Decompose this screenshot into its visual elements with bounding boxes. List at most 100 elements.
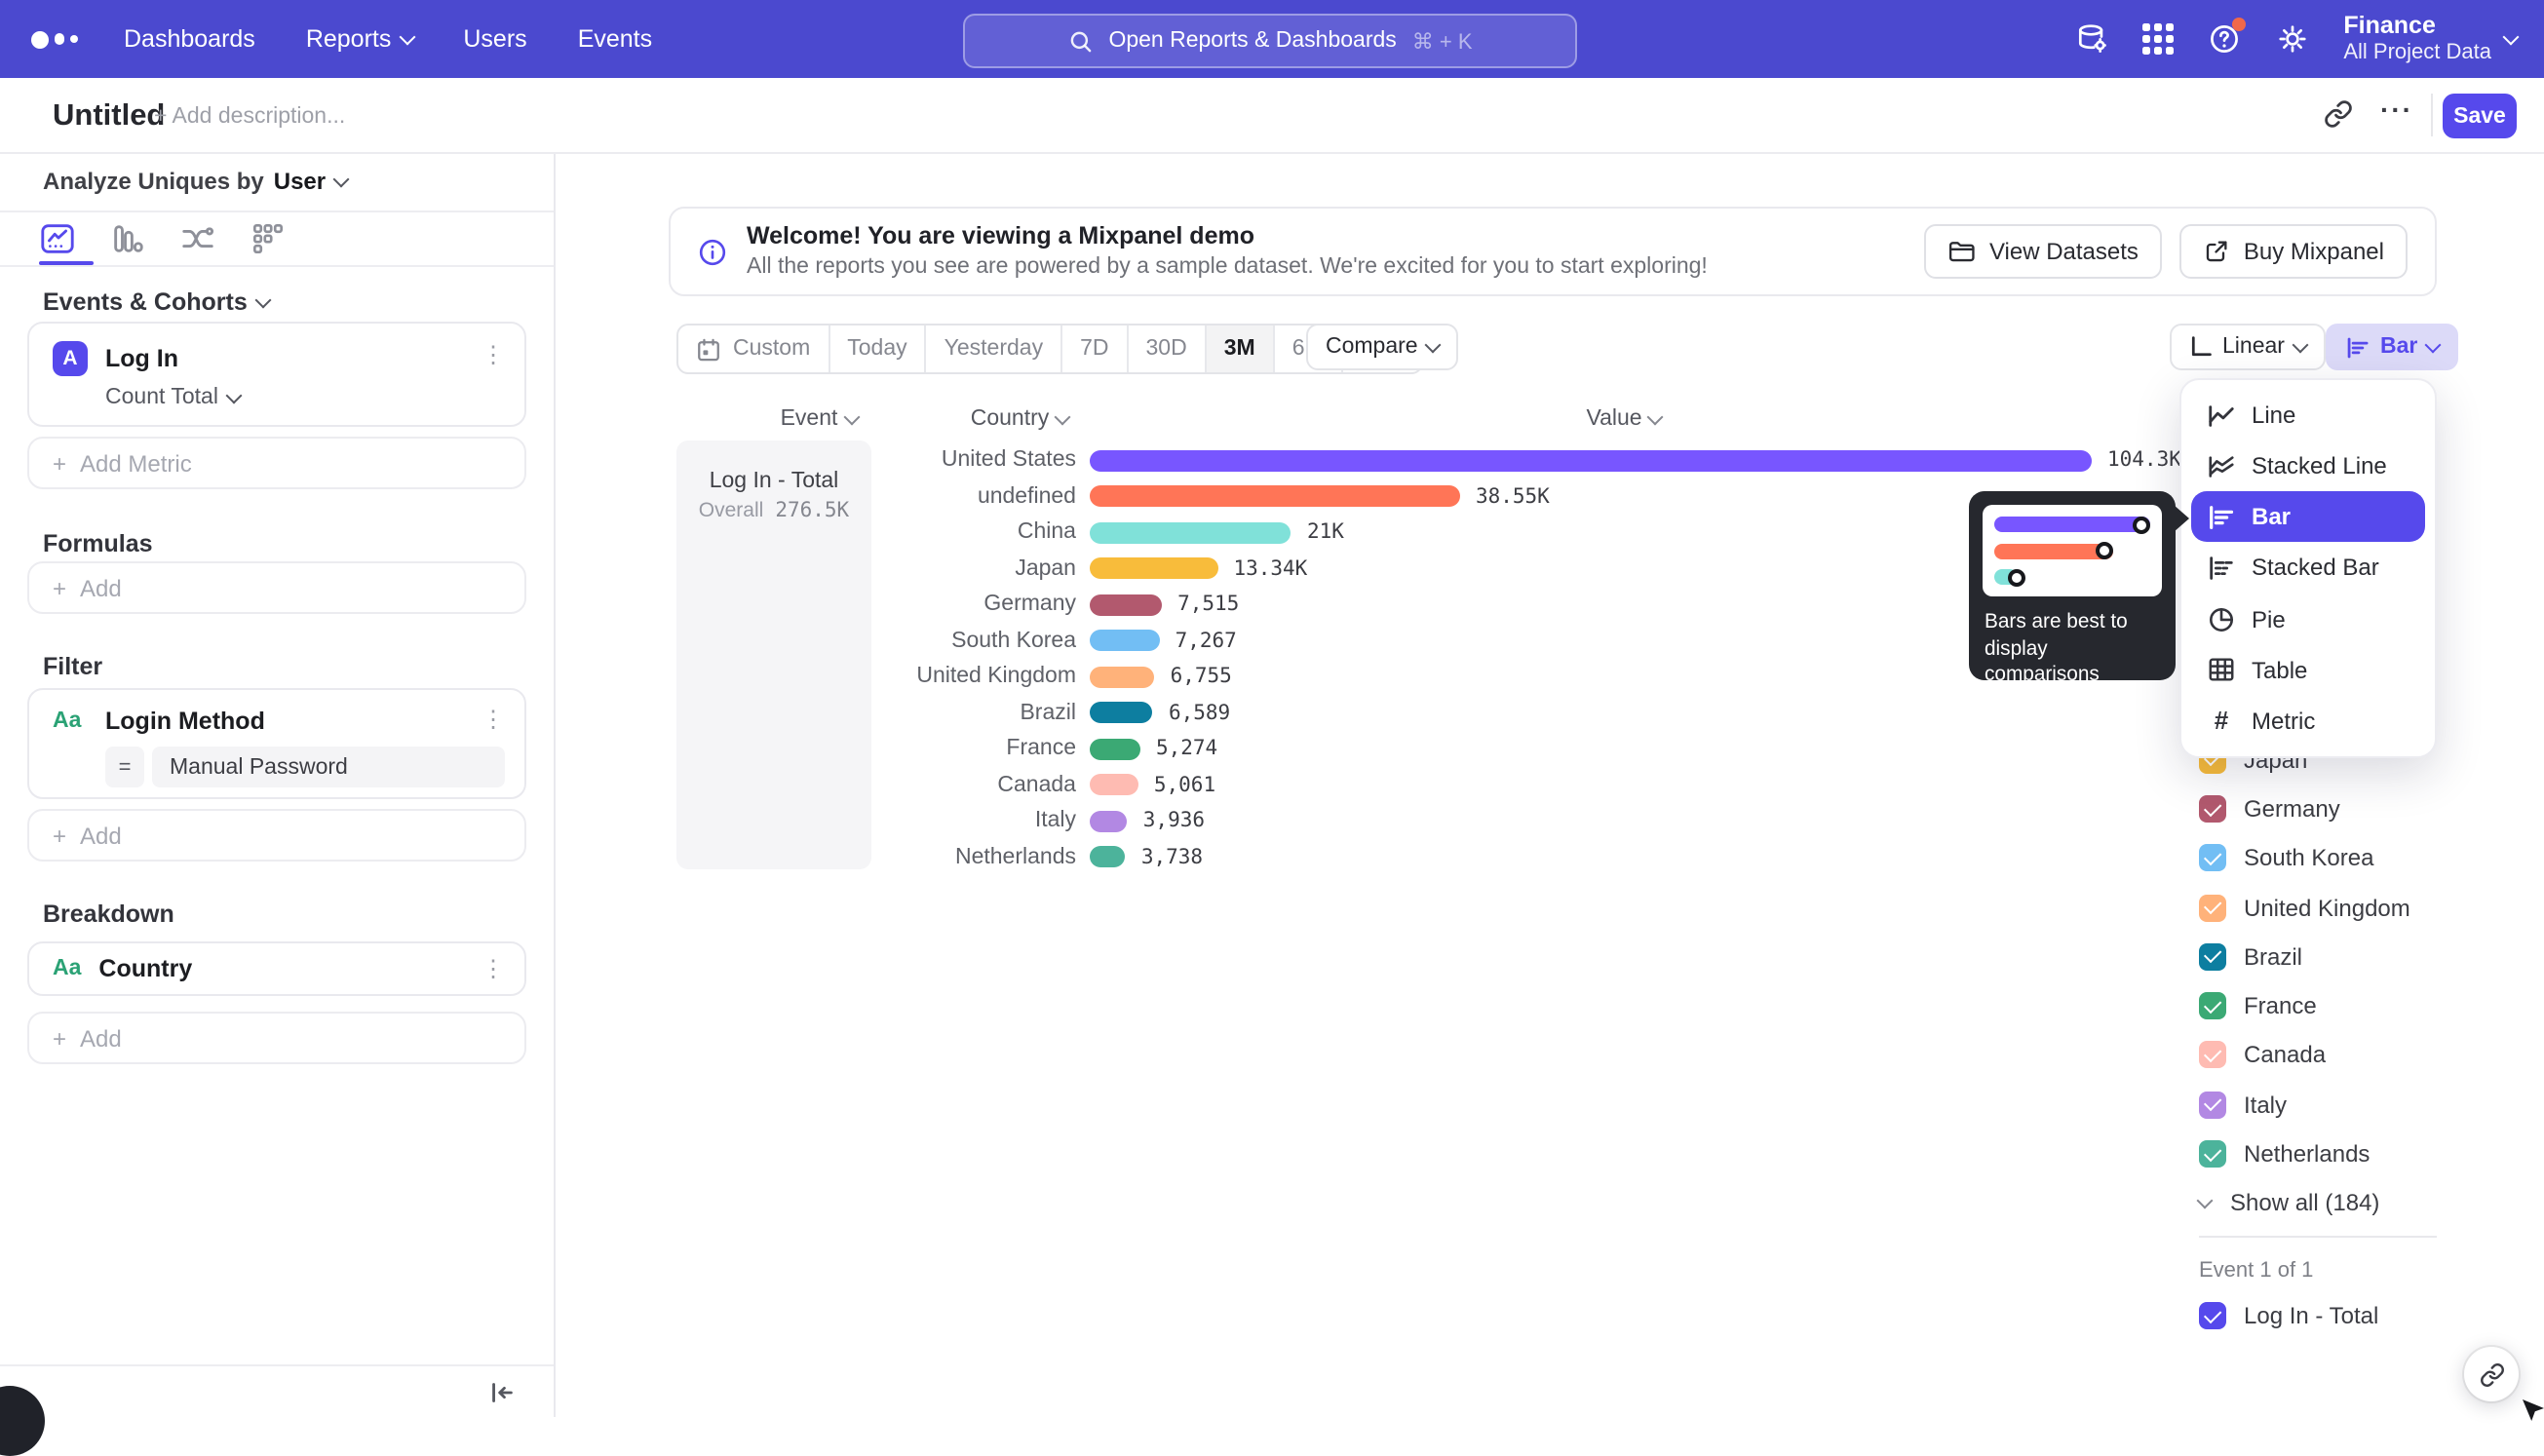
bar[interactable] — [1090, 774, 1138, 796]
legend-checkbox[interactable] — [2199, 894, 2226, 922]
range-today[interactable]: Today — [829, 326, 927, 372]
kebab-menu-icon[interactable]: ⋮ — [482, 955, 505, 982]
chart-type-option-bar[interactable]: Bar — [2191, 491, 2425, 543]
breakdown-property-name[interactable]: Country — [98, 955, 193, 982]
apps-grid-icon[interactable] — [2141, 22, 2175, 56]
bar[interactable] — [1090, 666, 1155, 688]
tab-funnels[interactable] — [109, 219, 146, 256]
data-management-icon[interactable] — [2074, 21, 2109, 57]
legend-item[interactable]: Germany — [2199, 785, 2410, 834]
chart-type-option-metric[interactable]: # Metric — [2181, 696, 2435, 747]
bar-category-label: United Kingdom — [916, 665, 1076, 689]
tab-flows[interactable] — [179, 219, 216, 256]
buy-mixpanel-button[interactable]: Buy Mixpanel — [2178, 224, 2408, 279]
nav-item-users[interactable]: Users — [463, 25, 527, 53]
value-column-header[interactable]: Value — [1526, 407, 1721, 431]
legend-item[interactable]: Italy — [2199, 1080, 2410, 1130]
nav-item-dashboards[interactable]: Dashboards — [124, 25, 255, 53]
events-cohorts-heading[interactable]: Events & Cohorts — [43, 288, 272, 316]
legend-item[interactable]: South Korea — [2199, 833, 2410, 883]
bar[interactable] — [1090, 846, 1126, 868]
legend-checkbox[interactable] — [2199, 794, 2226, 823]
range-yesterday[interactable]: Yesterday — [927, 326, 1063, 372]
view-datasets-button[interactable]: View Datasets — [1924, 224, 2162, 279]
tooltip-point — [2096, 542, 2113, 559]
add-metric-button[interactable]: + Add Metric — [27, 437, 526, 489]
report-title[interactable]: Untitled — [53, 99, 166, 133]
bar[interactable] — [1090, 594, 1163, 616]
compare-button[interactable]: Compare — [1306, 324, 1459, 370]
filter-value[interactable]: Manual Password — [152, 747, 505, 787]
legend-event-item[interactable]: Log In - Total — [2199, 1302, 2378, 1329]
chevron-down-icon — [2424, 336, 2442, 354]
bar[interactable] — [1090, 738, 1140, 760]
range-3m[interactable]: 3M — [1206, 326, 1275, 372]
range-30d[interactable]: 30D — [1129, 326, 1207, 372]
chart-bar-row: South Korea 7,267 — [803, 623, 2181, 659]
filter-card[interactable]: Aa Login Method ⋮ = Manual Password — [27, 688, 526, 799]
nav-item-events[interactable]: Events — [577, 25, 653, 53]
legend-checkbox[interactable] — [2199, 1302, 2226, 1329]
range-custom[interactable]: Custom — [678, 326, 830, 372]
show-all-toggle[interactable]: Show all (184) — [2196, 1189, 2379, 1216]
chart-type-option-line[interactable]: Line — [2181, 390, 2435, 441]
country-column-header[interactable]: Country — [922, 407, 1117, 431]
chart-type-option-stacked-line[interactable]: Stacked Line — [2181, 441, 2435, 491]
search-input[interactable]: Open Reports & Dashboards ⌘ + K — [963, 14, 1577, 68]
filter-property-name[interactable]: Login Method — [105, 708, 265, 735]
filter-operator[interactable]: = — [105, 747, 144, 787]
event-column-header[interactable]: Event — [721, 407, 916, 431]
chart-type-option-stacked-bar[interactable]: Stacked Bar — [2181, 543, 2435, 594]
chart-type-option-pie[interactable]: Pie — [2181, 594, 2435, 644]
metric-name[interactable]: Log In — [105, 344, 178, 371]
kebab-menu-icon[interactable]: ⋮ — [482, 706, 505, 733]
legend-label: Brazil — [2244, 942, 2303, 971]
legend-checkbox[interactable] — [2199, 992, 2226, 1020]
chart-bar-row: Germany 7,515 — [803, 587, 2181, 623]
aggregation-dropdown[interactable]: Count Total — [105, 385, 243, 408]
project-switcher[interactable]: Finance All Project Data — [2343, 12, 2520, 66]
legend-item[interactable]: United Kingdom — [2199, 883, 2410, 933]
bar[interactable] — [1090, 449, 2092, 472]
bar[interactable] — [1090, 485, 1460, 508]
legend-checkbox[interactable] — [2199, 1091, 2226, 1119]
help-icon[interactable] — [2207, 18, 2247, 57]
legend-item[interactable]: France — [2199, 981, 2410, 1031]
breakdown-card[interactable]: Aa Country ⋮ — [27, 941, 526, 996]
chart-type-option-table[interactable]: Table — [2181, 644, 2435, 695]
legend-item[interactable]: Netherlands — [2199, 1130, 2410, 1179]
tab-insights[interactable] — [39, 219, 76, 256]
scale-selector-button[interactable]: Linear — [2170, 324, 2326, 370]
mixpanel-logo-icon[interactable] — [31, 30, 77, 48]
chart-type-button[interactable]: Bar — [2326, 324, 2459, 370]
line-chart-icon — [2207, 401, 2236, 430]
bar[interactable] — [1090, 521, 1291, 544]
range-7d[interactable]: 7D — [1062, 326, 1129, 372]
legend-checkbox[interactable] — [2199, 844, 2226, 872]
bar[interactable] — [1090, 702, 1153, 724]
settings-gear-icon[interactable] — [2275, 21, 2310, 57]
collapse-sidebar-button[interactable] — [487, 1378, 517, 1407]
more-options-button[interactable]: ··· — [2380, 94, 2413, 125]
bar[interactable] — [1090, 810, 1128, 832]
add-filter-button[interactable]: + Add — [27, 809, 526, 862]
legend-item[interactable]: Canada — [2199, 1031, 2410, 1081]
mouse-cursor — [2523, 1399, 2544, 1421]
floating-link-button[interactable] — [2464, 1347, 2519, 1401]
add-formula-button[interactable]: + Add — [27, 561, 526, 614]
copy-link-icon[interactable] — [2324, 99, 2353, 129]
nav-item-reports[interactable]: Reports — [306, 25, 415, 53]
legend-checkbox[interactable] — [2199, 1140, 2226, 1169]
bar[interactable] — [1090, 630, 1160, 652]
analyze-by-dropdown[interactable]: User — [274, 168, 350, 195]
kebab-menu-icon[interactable]: ⋮ — [482, 340, 505, 367]
add-description-field[interactable]: + Add description... — [154, 105, 346, 129]
legend-item[interactable]: Brazil — [2199, 932, 2410, 981]
legend-checkbox[interactable] — [2199, 1041, 2226, 1069]
add-breakdown-button[interactable]: + Add — [27, 1012, 526, 1064]
tab-retention[interactable] — [250, 219, 287, 256]
bar[interactable] — [1090, 557, 1218, 580]
legend-checkbox[interactable] — [2199, 942, 2226, 971]
metric-card[interactable]: A Log In ⋮ Count Total — [27, 321, 526, 426]
save-button[interactable]: Save — [2443, 94, 2517, 138]
